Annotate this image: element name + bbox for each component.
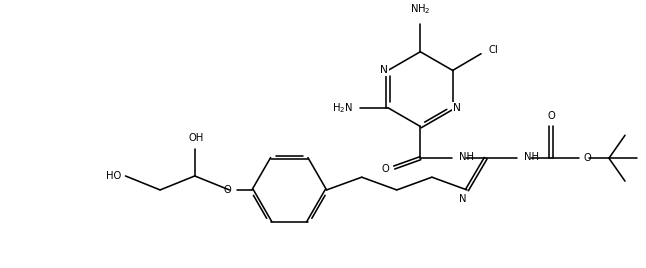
Text: HO: HO — [107, 171, 121, 181]
Text: O: O — [584, 153, 592, 163]
Text: N: N — [459, 194, 466, 204]
Text: NH$_2$: NH$_2$ — [410, 3, 430, 16]
Text: O: O — [224, 185, 231, 195]
Text: NH: NH — [525, 152, 539, 162]
Text: NH: NH — [459, 152, 474, 162]
Text: N: N — [453, 103, 461, 113]
Text: O: O — [547, 111, 555, 121]
Text: Cl: Cl — [489, 45, 499, 55]
Text: OH: OH — [188, 133, 203, 143]
Text: N: N — [380, 65, 388, 75]
Text: O: O — [382, 163, 390, 173]
Text: H$_2$N: H$_2$N — [331, 101, 352, 115]
